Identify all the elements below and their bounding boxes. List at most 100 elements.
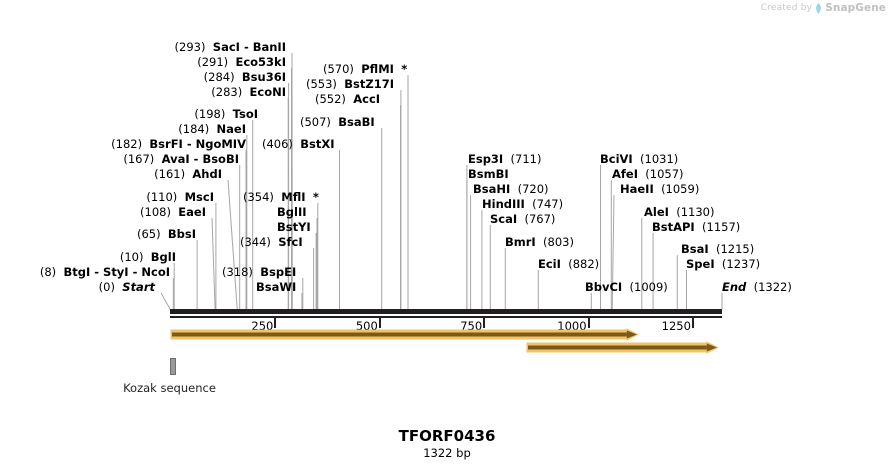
enzyme-label: BsaHI (720) [473, 183, 549, 195]
enzyme-name: BanII [252, 40, 286, 54]
enzyme-name: NaeI [216, 122, 246, 136]
enzyme-position: (1057) [645, 167, 684, 181]
enzyme-position: (406) [262, 137, 293, 151]
enzyme-label: End (1322) [722, 281, 792, 293]
enzyme-label: BsmBI [468, 168, 509, 180]
enzyme-name: EcoNI [249, 85, 286, 99]
enzyme-label: (284) Bsu36I [204, 71, 286, 83]
enzyme-leader-line [211, 217, 216, 310]
enzyme-name: BsaBI [338, 115, 375, 129]
enzyme-position: (8) [39, 265, 57, 279]
enzyme-position: (354) [243, 190, 274, 204]
enzyme-name: PflMI [361, 62, 394, 76]
enzyme-label: AleI (1130) [644, 206, 714, 218]
enzyme-label: BstYI [277, 221, 311, 233]
enzyme-name-separator: - [128, 265, 142, 279]
enzyme-label: (0) Start [99, 281, 155, 293]
enzyme-label: BsaI (1215) [681, 243, 754, 255]
enzyme-name: BbsI [167, 227, 196, 241]
kozak-label: Kozak sequence [123, 381, 216, 395]
enzyme-label: (198) TsoI [194, 108, 258, 120]
watermark-created-by: Created by [760, 3, 813, 13]
enzyme-name-separator: - [239, 40, 253, 54]
enzyme-position: (882) [568, 257, 600, 271]
enzyme-name: HindIII [482, 197, 525, 211]
enzyme-name: AleI [644, 205, 669, 219]
enzyme-name: Eco53kI [235, 55, 286, 69]
enzyme-name: BsaWI [256, 280, 297, 294]
enzyme-position: (1009) [629, 280, 668, 294]
enzyme-name: BspEI [260, 265, 297, 279]
enzyme-label: (293) SacI - BanII [175, 41, 286, 53]
enzyme-name: SpeI [686, 257, 715, 271]
ruler-tick-label: 1250 [661, 319, 691, 333]
enzyme-position: (747) [532, 197, 564, 211]
enzyme-label: (354) MflI * [243, 191, 319, 203]
enzyme-position: (0) [98, 280, 115, 294]
snapgene-leaf-icon [815, 2, 822, 14]
enzyme-position: (720) [517, 182, 549, 196]
enzyme-label: HindIII (747) [482, 198, 563, 210]
enzyme-position: (10) [119, 250, 144, 264]
enzyme-leader-line [227, 179, 238, 310]
enzyme-label: (110) MscI [146, 191, 214, 203]
enzyme-position: (711) [510, 152, 542, 166]
enzyme-position: (803) [543, 235, 574, 249]
enzyme-label: AfeI (1057) [612, 168, 684, 180]
enzyme-name: StyI [103, 265, 129, 279]
enzyme-name: Bsu36I [241, 70, 286, 84]
enzyme-position: (198) [194, 107, 226, 121]
enzyme-position: (108) [140, 205, 171, 219]
ruler-tick-mark [378, 318, 381, 328]
enzyme-label-stack: (293) SacI - BanII (291) Eco53kI (284) Bsu… [40, 41, 792, 294]
enzyme-name: SfcI [278, 235, 303, 249]
enzyme-name-separator: - [189, 152, 203, 166]
enzyme-leader-line [611, 194, 615, 310]
enzyme-name: HaeII [620, 182, 654, 196]
enzyme-label: (318) BspEI [222, 266, 296, 278]
enzyme-position: (1237) [721, 257, 761, 271]
enzyme-name: Start [122, 280, 155, 294]
enzyme-label: (65) BbsI [137, 228, 196, 240]
sequence-length: 1322 bp [423, 446, 471, 460]
enzyme-position: (1031) [640, 152, 679, 166]
enzyme-position: (182) [111, 137, 143, 151]
enzyme-name: BsmBI [468, 167, 509, 181]
enzyme-label: (161) AhdI [154, 168, 222, 180]
enzyme-position: (167) [123, 152, 155, 166]
ruler-tick-label: 750 [460, 319, 483, 333]
snapgene-watermark: Created by SnapGene [761, 2, 886, 14]
enzyme-label: (344) SfcI [240, 236, 303, 248]
orf-arrow [526, 341, 719, 354]
enzyme-name: BstAPI [652, 220, 695, 234]
enzyme-label: (8) BtgI - StyI - NcoI [40, 266, 170, 278]
enzyme-position: (1215) [715, 242, 755, 256]
enzyme-name: TsoI [232, 107, 258, 121]
enzyme-label: (291) Eco53kI [197, 56, 286, 68]
enzyme-label: (182) BsrFI - NgoMIV [111, 138, 246, 150]
enzyme-label: EciI (882) [538, 258, 599, 270]
enzyme-label: BglII [277, 206, 307, 218]
enzyme-label: (553) BstZ17I [306, 78, 394, 90]
enzyme-name: BstXI [300, 137, 335, 151]
enzyme-name: BmrI [505, 235, 536, 249]
enzyme-position: (184) [178, 122, 210, 136]
enzyme-position: (65) [136, 227, 161, 241]
ruler-tick-mark [483, 318, 486, 328]
enzyme-name: EaeI [178, 205, 206, 219]
page-title: TFORF0436 [398, 427, 496, 445]
enzyme-name: BsaI [681, 242, 709, 256]
enzyme-name: NcoI [141, 265, 170, 279]
orf-arrow [170, 328, 639, 341]
enzyme-name: BglII [277, 205, 307, 219]
enzyme-label: BmrI (803) [505, 236, 574, 248]
sequence-backbone-underline [170, 316, 722, 318]
enzyme-position: (161) [154, 167, 186, 181]
enzyme-name: MflI [281, 190, 306, 204]
enzyme-name: AccI [353, 92, 381, 106]
ruler-tick-label: 250 [251, 319, 274, 333]
enzyme-name: BbvCI [585, 280, 623, 294]
enzyme-position: (767) [524, 212, 556, 226]
enzyme-position: (291) [197, 55, 229, 69]
enzyme-label: (108) EaeI [140, 206, 206, 218]
